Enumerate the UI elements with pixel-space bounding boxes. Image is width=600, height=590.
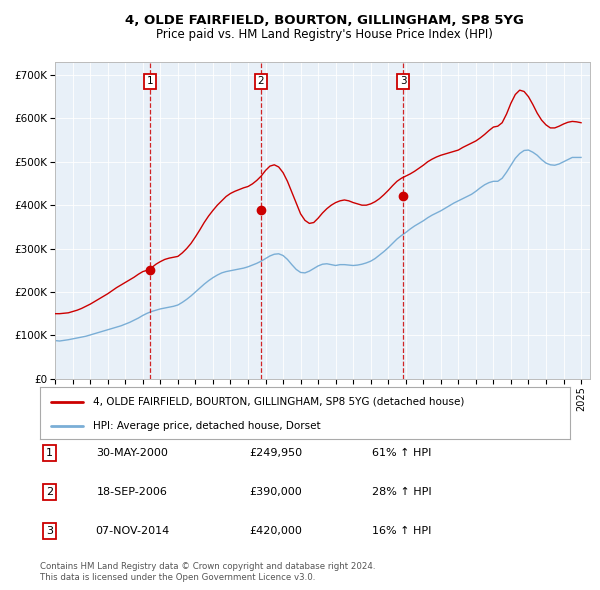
Text: 4, OLDE FAIRFIELD, BOURTON, GILLINGHAM, SP8 5YG (detached house): 4, OLDE FAIRFIELD, BOURTON, GILLINGHAM, … bbox=[93, 396, 464, 407]
Text: 1: 1 bbox=[46, 448, 53, 458]
Text: 2: 2 bbox=[257, 77, 264, 87]
Text: £249,950: £249,950 bbox=[250, 448, 302, 458]
Text: 2: 2 bbox=[46, 487, 53, 497]
Text: 3: 3 bbox=[400, 77, 406, 87]
Text: 1: 1 bbox=[147, 77, 154, 87]
Text: Price paid vs. HM Land Registry's House Price Index (HPI): Price paid vs. HM Land Registry's House … bbox=[155, 28, 493, 41]
Text: 16% ↑ HPI: 16% ↑ HPI bbox=[373, 526, 431, 536]
Text: 28% ↑ HPI: 28% ↑ HPI bbox=[372, 487, 432, 497]
Text: Contains HM Land Registry data © Crown copyright and database right 2024.: Contains HM Land Registry data © Crown c… bbox=[40, 562, 376, 571]
Text: HPI: Average price, detached house, Dorset: HPI: Average price, detached house, Dors… bbox=[93, 421, 321, 431]
Text: 4, OLDE FAIRFIELD, BOURTON, GILLINGHAM, SP8 5YG: 4, OLDE FAIRFIELD, BOURTON, GILLINGHAM, … bbox=[125, 14, 523, 27]
Text: 18-SEP-2006: 18-SEP-2006 bbox=[97, 487, 167, 497]
Text: 07-NOV-2014: 07-NOV-2014 bbox=[95, 526, 169, 536]
Text: 3: 3 bbox=[46, 526, 53, 536]
Text: 30-MAY-2000: 30-MAY-2000 bbox=[96, 448, 168, 458]
Text: This data is licensed under the Open Government Licence v3.0.: This data is licensed under the Open Gov… bbox=[40, 572, 316, 582]
Text: £390,000: £390,000 bbox=[250, 487, 302, 497]
Text: 61% ↑ HPI: 61% ↑ HPI bbox=[373, 448, 431, 458]
Text: £420,000: £420,000 bbox=[250, 526, 302, 536]
